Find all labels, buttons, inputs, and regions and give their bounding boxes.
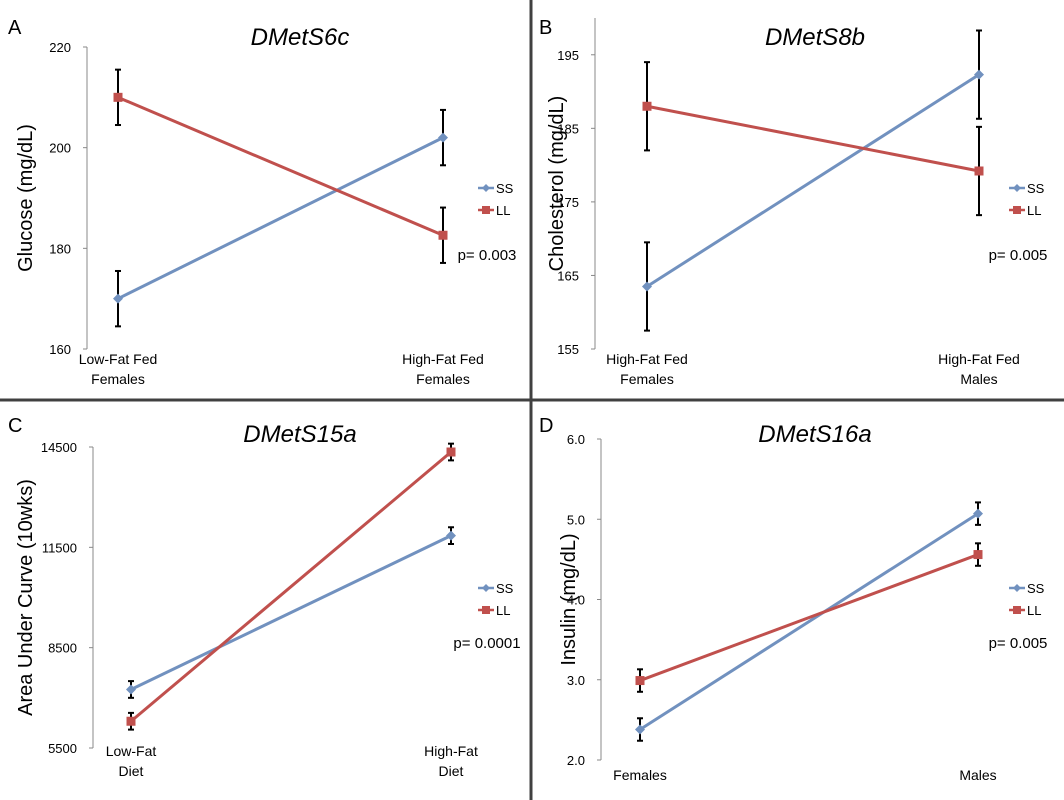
legend-label: SS bbox=[1027, 181, 1045, 196]
y-axis-label: Glucose (mg/dL) bbox=[15, 124, 37, 272]
panel-title: DMetS8b bbox=[765, 24, 865, 51]
y-tick-label: 220 bbox=[49, 40, 71, 55]
legend-label: LL bbox=[1027, 603, 1041, 618]
y-tick-label: 2.0 bbox=[567, 753, 585, 768]
x-category-label: Males bbox=[959, 767, 996, 783]
series-line-ll bbox=[130, 450, 452, 723]
legend-marker bbox=[1013, 584, 1021, 592]
panel-letter: A bbox=[8, 17, 22, 39]
legend-marker bbox=[1013, 184, 1021, 192]
x-category-label: Diet bbox=[119, 763, 144, 779]
data-point-ss bbox=[642, 281, 652, 292]
y-tick-label: 165 bbox=[557, 268, 579, 283]
x-category-label: High-Fat Fed bbox=[606, 351, 688, 367]
legend-marker bbox=[1013, 606, 1021, 614]
x-category-label: Diet bbox=[439, 763, 464, 779]
panel-letter: C bbox=[8, 415, 22, 437]
legend-marker bbox=[482, 206, 490, 214]
x-category-label: High-Fat bbox=[424, 743, 478, 759]
series-line-ll bbox=[639, 553, 979, 682]
data-point-ss bbox=[438, 132, 448, 143]
y-tick-label: 11500 bbox=[42, 540, 77, 555]
y-tick-label: 5.0 bbox=[567, 512, 585, 527]
data-point-ll bbox=[974, 166, 984, 176]
x-category-label: Females bbox=[416, 371, 470, 387]
legend-marker bbox=[482, 584, 490, 592]
data-point-ss bbox=[113, 293, 123, 304]
x-category-label: Low-Fat bbox=[106, 743, 157, 759]
p-value-annotation: p= 0.005 bbox=[989, 247, 1048, 264]
y-tick-label: 5500 bbox=[48, 741, 77, 756]
x-category-label: High-Fat Fed bbox=[402, 351, 484, 367]
panel-d: D DMetS16a Insulin (mg/dL) 2.0 3.0 4.0 5.0 6.0 F… bbox=[539, 415, 1047, 783]
y-axis-label: Area Under Curve (10wks) bbox=[15, 479, 37, 716]
y-tick-label: 6.0 bbox=[567, 432, 585, 447]
panel-c: C DMetS15a Area Under Curve (10wks) 5500 850… bbox=[8, 415, 521, 779]
legend-marker bbox=[1013, 206, 1021, 214]
x-category-label: High-Fat Fed bbox=[938, 351, 1020, 367]
series-line-ss bbox=[639, 512, 979, 731]
y-tick-label: 180 bbox=[49, 241, 71, 256]
x-category-label: Females bbox=[613, 767, 667, 783]
data-point-ll bbox=[126, 716, 136, 726]
series-line-ss bbox=[130, 534, 452, 691]
legend-label: SS bbox=[496, 581, 514, 596]
series-line-ss bbox=[117, 136, 444, 301]
data-point-ss bbox=[973, 508, 983, 519]
y-axis-label: Cholesterol (mg/dL) bbox=[546, 96, 568, 272]
legend-label: SS bbox=[1027, 581, 1045, 596]
y-tick-label: 14500 bbox=[41, 440, 77, 455]
data-point-ss bbox=[974, 69, 984, 80]
y-tick-label: 200 bbox=[49, 141, 71, 156]
p-value-annotation: p= 0.005 bbox=[989, 635, 1048, 652]
panel-letter: B bbox=[539, 17, 552, 39]
series-line-ss bbox=[646, 73, 980, 288]
data-point-ll bbox=[446, 447, 456, 457]
data-point-ss bbox=[446, 530, 456, 541]
data-point-ss bbox=[635, 724, 645, 735]
x-category-label: Males bbox=[960, 371, 997, 387]
y-tick-label: 175 bbox=[557, 195, 579, 210]
data-point-ll bbox=[113, 92, 123, 102]
panel-title: DMetS16a bbox=[758, 421, 871, 448]
y-tick-label: 185 bbox=[557, 121, 579, 136]
data-point-ll bbox=[642, 101, 652, 111]
series-line-ll bbox=[646, 104, 980, 173]
panel-title: DMetS6c bbox=[251, 24, 350, 51]
legend-marker bbox=[482, 606, 490, 614]
panel-b: B DMetS8b Cholesterol (mg/dL) 155 165 175 185 1… bbox=[539, 17, 1047, 387]
y-tick-label: 4.0 bbox=[567, 593, 585, 608]
p-value-annotation: p= 0.003 bbox=[458, 247, 517, 264]
legend-label: SS bbox=[496, 181, 514, 196]
p-value-annotation: p= 0.0001 bbox=[453, 635, 520, 652]
series-line-ll bbox=[117, 95, 444, 237]
x-category-label: Females bbox=[620, 371, 674, 387]
y-axis-label: Insulin (mg/dL) bbox=[558, 533, 580, 665]
data-point-ll bbox=[438, 230, 448, 240]
panel-title: DMetS15a bbox=[243, 421, 356, 448]
y-tick-label: 3.0 bbox=[567, 673, 585, 688]
x-category-label: Females bbox=[91, 371, 145, 387]
x-category-label: Low-Fat Fed bbox=[79, 351, 158, 367]
data-point-ll bbox=[973, 550, 983, 560]
legend-marker bbox=[482, 184, 490, 192]
legend-label: LL bbox=[496, 603, 510, 618]
panel-letter: D bbox=[539, 415, 553, 437]
y-tick-label: 160 bbox=[49, 342, 71, 357]
y-tick-label: 8500 bbox=[48, 641, 77, 656]
data-point-ss bbox=[126, 684, 136, 695]
data-point-ll bbox=[635, 676, 645, 686]
legend-label: LL bbox=[496, 203, 510, 218]
y-tick-label: 155 bbox=[557, 342, 579, 357]
legend-label: LL bbox=[1027, 203, 1041, 218]
y-tick-label: 195 bbox=[557, 48, 579, 63]
panel-a: A DMetS6c Glucose (mg/dL) 160 180 200 220 Low-F… bbox=[8, 17, 516, 387]
